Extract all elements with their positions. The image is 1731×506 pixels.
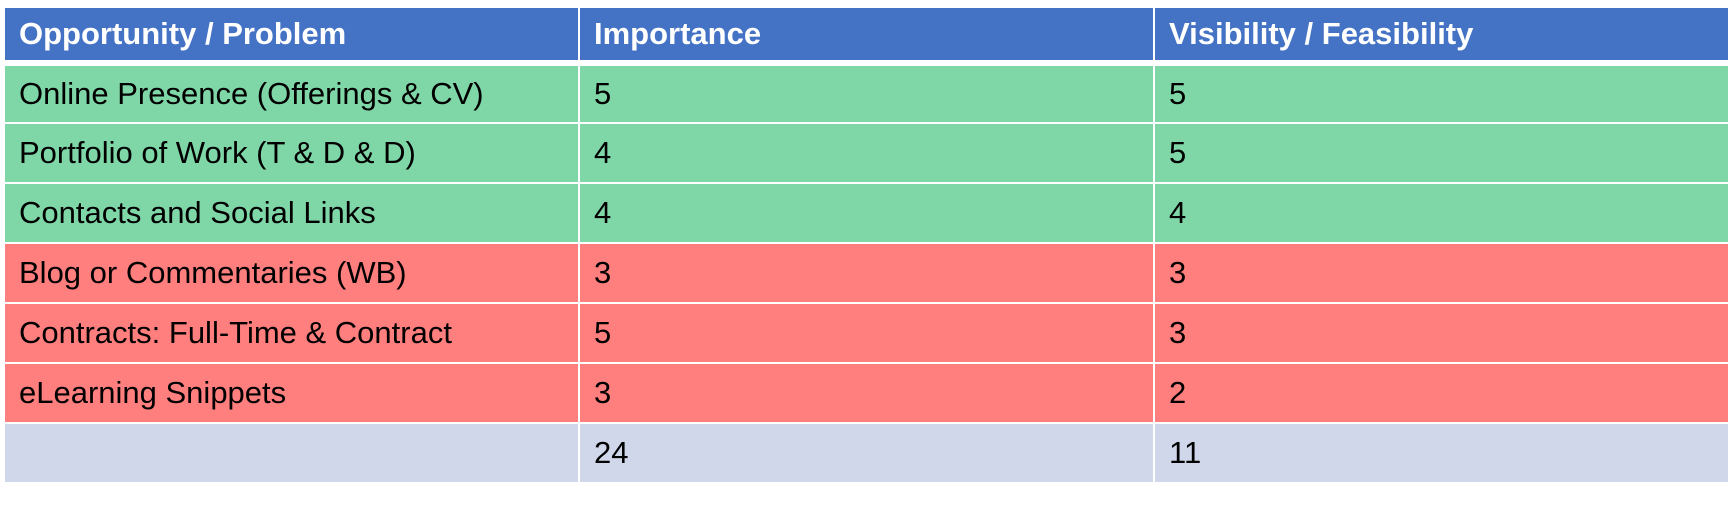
total-label-cell [3, 422, 580, 484]
header-importance: Importance [578, 6, 1155, 66]
cell-importance: 5 [578, 62, 1155, 124]
cell-visibility: 2 [1153, 362, 1730, 424]
table-row: Contracts: Full-Time & Contract 5 3 [3, 302, 1730, 364]
header-visibility: Visibility / Feasibility [1153, 6, 1730, 66]
priority-table-container: Opportunity / Problem Importance Visibil… [3, 6, 1730, 484]
cell-visibility: 3 [1153, 302, 1730, 364]
total-importance: 24 [578, 422, 1155, 484]
table-row: Blog or Commentaries (WB) 3 3 [3, 242, 1730, 304]
table-row: Online Presence (Offerings & CV) 5 5 [3, 62, 1730, 124]
cell-importance: 3 [578, 242, 1155, 304]
cell-opportunity: Blog or Commentaries (WB) [3, 242, 580, 304]
header-opportunity: Opportunity / Problem [3, 6, 580, 66]
totals-row: 24 11 [3, 422, 1730, 484]
total-visibility: 11 [1153, 422, 1730, 484]
cell-visibility: 5 [1153, 122, 1730, 184]
cell-importance: 4 [578, 122, 1155, 184]
cell-opportunity: Portfolio of Work (T & D & D) [3, 122, 580, 184]
cell-visibility: 3 [1153, 242, 1730, 304]
table-header-row: Opportunity / Problem Importance Visibil… [3, 6, 1730, 66]
cell-opportunity: Contacts and Social Links [3, 182, 580, 244]
cell-opportunity: eLearning Snippets [3, 362, 580, 424]
cell-visibility: 5 [1153, 62, 1730, 124]
cell-opportunity: Online Presence (Offerings & CV) [3, 62, 580, 124]
cell-visibility: 4 [1153, 182, 1730, 244]
table-row: Contacts and Social Links 4 4 [3, 182, 1730, 244]
table-row: eLearning Snippets 3 2 [3, 362, 1730, 424]
cell-importance: 5 [578, 302, 1155, 364]
cell-importance: 3 [578, 362, 1155, 424]
table-row: Portfolio of Work (T & D & D) 4 5 [3, 122, 1730, 184]
cell-importance: 4 [578, 182, 1155, 244]
opportunity-priority-table: Opportunity / Problem Importance Visibil… [3, 6, 1730, 484]
cell-opportunity: Contracts: Full-Time & Contract [3, 302, 580, 364]
